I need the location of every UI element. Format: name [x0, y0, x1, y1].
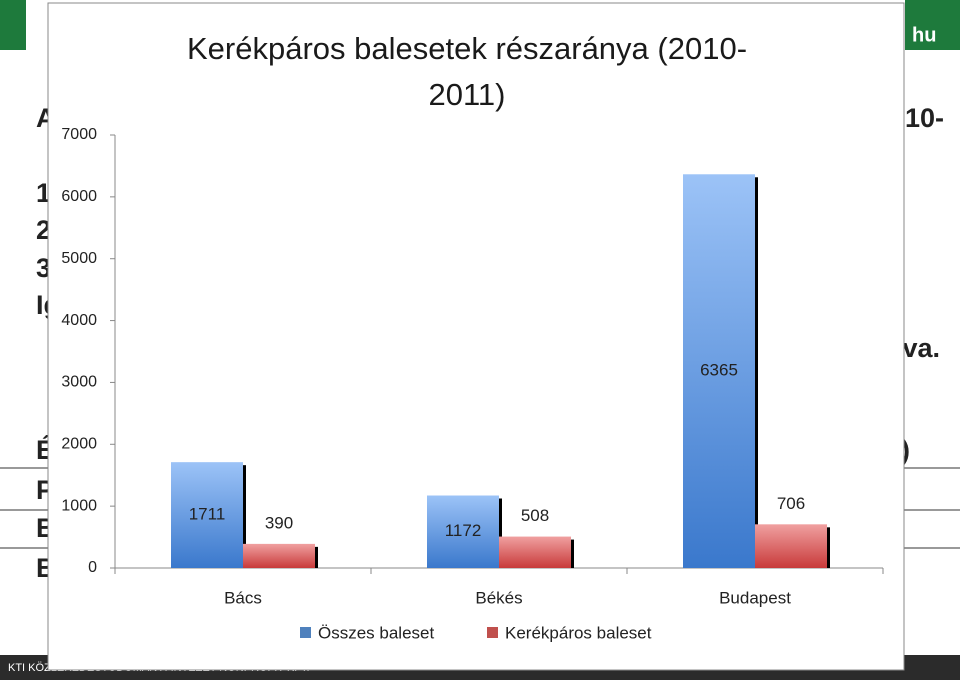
legend-label: Kerékpáros baleset: [505, 623, 652, 642]
bar: [683, 174, 755, 568]
slide-text: 2: [36, 215, 51, 245]
x-tick-label: Bács: [224, 588, 262, 607]
corner-label: hu: [912, 24, 936, 46]
data-label: 706: [777, 494, 805, 513]
legend-swatch: [300, 627, 311, 638]
y-tick-label: 3000: [61, 374, 97, 391]
y-tick-label: 2000: [61, 436, 97, 453]
slide-text: ): [901, 435, 910, 465]
slide-text: 1: [36, 178, 51, 208]
y-tick-label: 6000: [61, 188, 97, 205]
y-tick-label: 4000: [61, 312, 97, 329]
slide-text: 10-: [905, 103, 944, 133]
bar: [243, 543, 315, 568]
bar: [171, 462, 243, 568]
legend-label: Összes baleset: [318, 623, 434, 642]
legend-swatch: [487, 627, 498, 638]
x-tick-label: Békés: [475, 588, 522, 607]
data-label: 1711: [189, 505, 226, 524]
slide-bar: [0, 0, 26, 50]
y-tick-label: 0: [88, 559, 97, 576]
slide-text: va.: [902, 333, 940, 363]
y-tick-label: 5000: [61, 250, 97, 267]
data-label: 390: [265, 513, 293, 532]
x-tick-label: Budapest: [719, 588, 791, 607]
data-label: 1172: [445, 521, 482, 540]
slide-bar: [905, 0, 960, 50]
bar: [755, 524, 827, 568]
data-label: 508: [521, 506, 549, 525]
y-tick-label: 7000: [61, 126, 97, 143]
bar: [499, 536, 571, 568]
chart-title: Kerékpáros balesetek részaránya (2010-20…: [186, 31, 748, 112]
y-tick-label: 1000: [61, 497, 97, 514]
bar: [427, 495, 499, 568]
data-label: 6365: [700, 361, 738, 380]
slide-text: 3: [36, 253, 51, 283]
